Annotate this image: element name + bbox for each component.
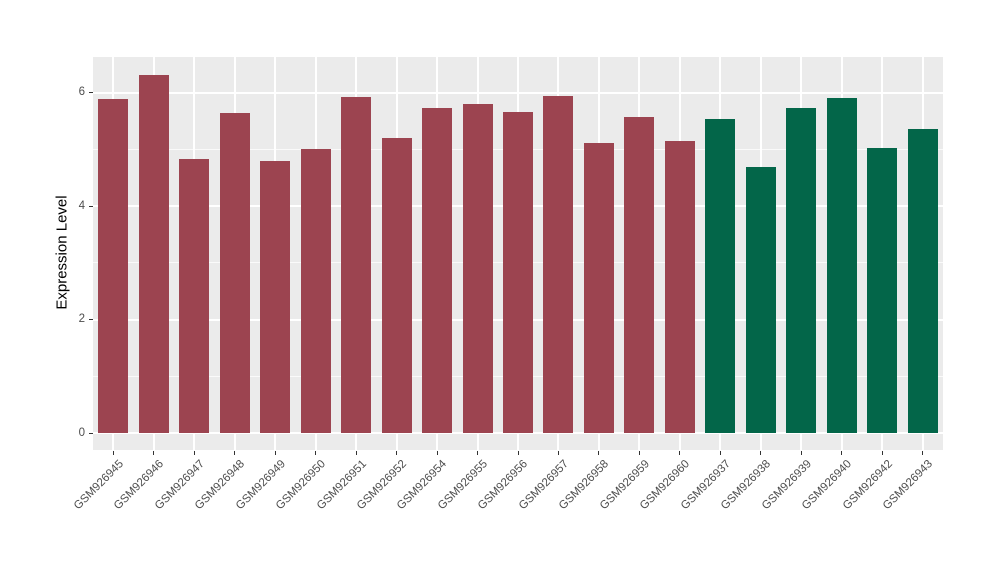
y-tick-label: 6 — [78, 86, 85, 99]
x-tick-mark — [679, 450, 681, 455]
x-tick-mark — [112, 450, 114, 455]
x-tick-mark — [193, 450, 195, 455]
x-tick-mark — [436, 450, 438, 455]
y-tick-mark — [88, 92, 93, 94]
x-tick-mark — [557, 450, 559, 455]
y-tick-label: 4 — [78, 199, 85, 212]
bar-GSM926950 — [300, 149, 331, 433]
y-tick-mark — [88, 319, 93, 321]
x-tick-mark — [800, 450, 802, 455]
y-tick-label: 2 — [78, 313, 85, 326]
bar-GSM926949 — [260, 160, 291, 433]
x-tick-mark — [638, 450, 640, 455]
x-tick-mark — [517, 450, 519, 455]
bar-GSM926938 — [745, 167, 776, 433]
y-tick-mark — [88, 432, 93, 434]
bar-GSM926940 — [826, 98, 857, 433]
bar-GSM926943 — [907, 128, 938, 433]
x-tick-mark — [477, 450, 479, 455]
x-tick-mark — [881, 450, 883, 455]
x-tick-mark — [396, 450, 398, 455]
bar-GSM926937 — [705, 119, 736, 433]
bar-GSM926960 — [664, 141, 695, 433]
x-tick-mark — [598, 450, 600, 455]
bar-GSM926958 — [583, 143, 614, 433]
x-tick-mark — [719, 450, 721, 455]
bar-GSM926956 — [503, 111, 533, 433]
bar-GSM926955 — [462, 103, 493, 433]
bar-GSM926948 — [219, 112, 250, 433]
y-tick-mark — [88, 205, 93, 207]
bar-GSM926954 — [422, 107, 453, 433]
bar-GSM926939 — [786, 107, 817, 433]
x-tick-mark — [922, 450, 924, 455]
bar-GSM926952 — [381, 137, 412, 433]
bar-GSM926942 — [867, 147, 898, 433]
x-tick-mark — [760, 450, 762, 455]
bar-GSM926951 — [341, 96, 372, 433]
bar-GSM926946 — [138, 74, 169, 433]
x-tick-mark — [315, 450, 317, 455]
x-tick-mark — [841, 450, 843, 455]
bar-GSM926945 — [98, 99, 129, 433]
plot-panel — [93, 57, 943, 450]
x-tick-mark — [153, 450, 155, 455]
bar-GSM926959 — [624, 117, 655, 433]
x-tick-mark — [234, 450, 236, 455]
x-tick-mark — [355, 450, 357, 455]
bar-GSM926947 — [179, 158, 210, 433]
x-tick-mark — [274, 450, 276, 455]
bar-GSM926957 — [543, 95, 574, 433]
y-tick-label: 0 — [78, 426, 85, 439]
